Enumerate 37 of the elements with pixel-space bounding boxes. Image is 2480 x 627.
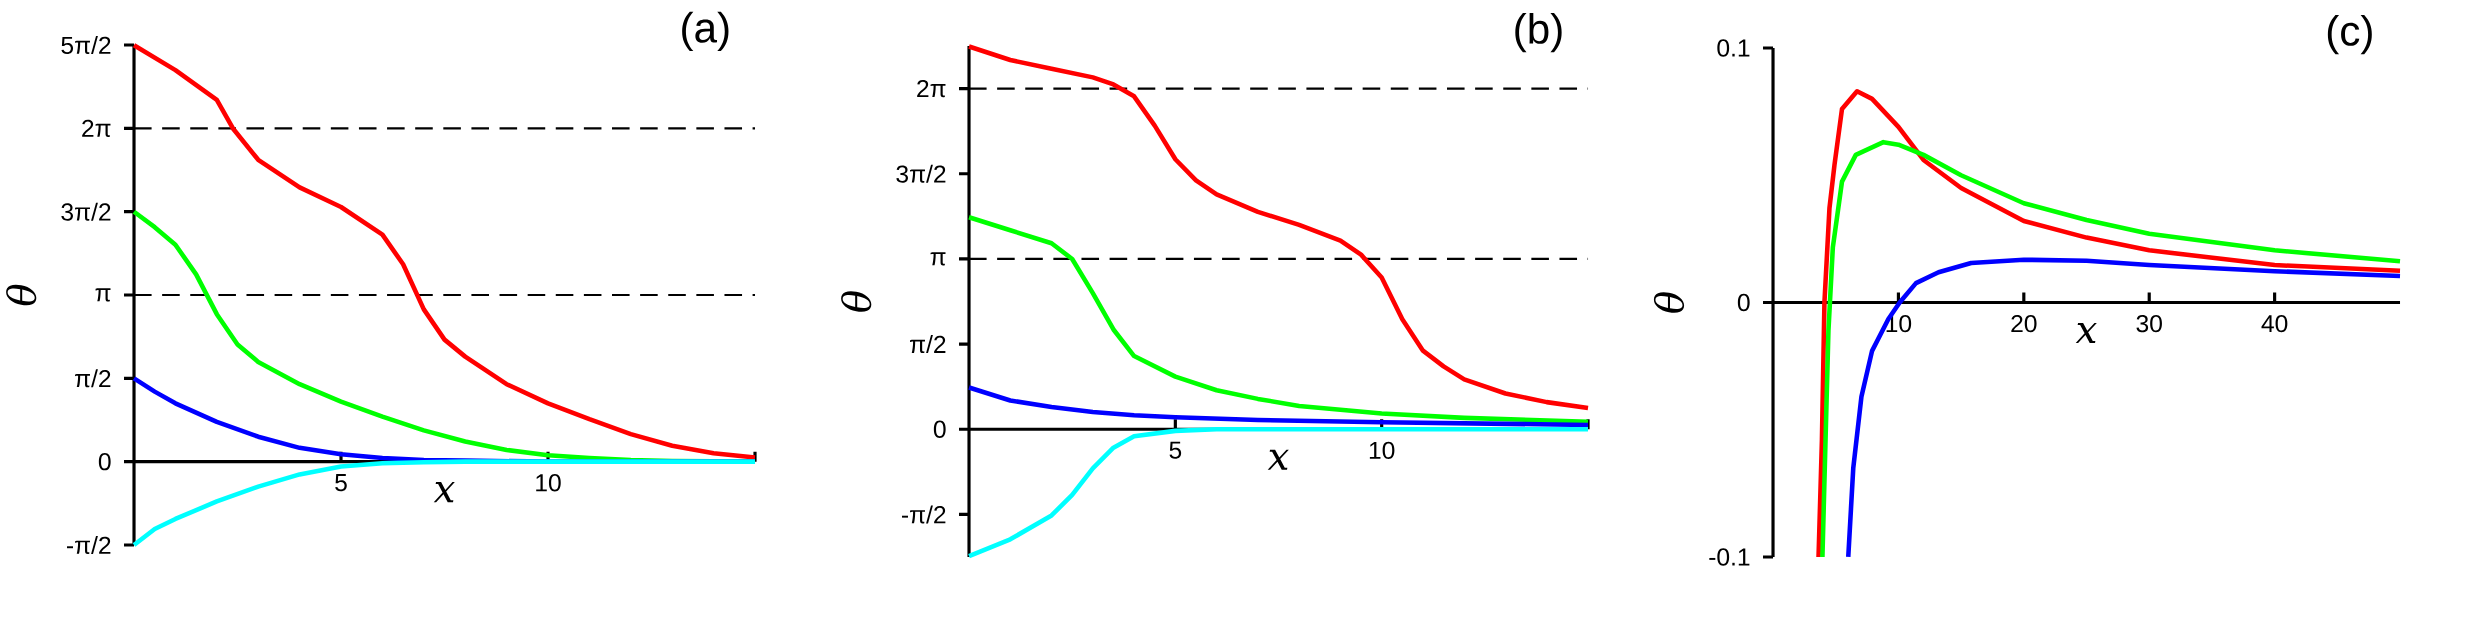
x-tick-label: 20 xyxy=(2011,314,2037,333)
x-axis-title: x xyxy=(433,482,455,503)
y-axis-title: θ xyxy=(841,291,872,312)
chart-title: (b) xyxy=(1515,12,1562,53)
y-tick-label: π/2 xyxy=(910,335,946,354)
y-tick-label: -π/2 xyxy=(67,535,111,554)
line-series xyxy=(966,214,1591,424)
y-tick-label: 0 xyxy=(933,420,946,438)
y-tick-label: π/2 xyxy=(75,369,111,388)
y-tick-label: 0 xyxy=(1737,293,1750,312)
line-series xyxy=(1845,257,2403,560)
y-tick-label: 3π/2 xyxy=(61,202,111,221)
y-tick-label: 2π xyxy=(82,119,111,138)
line-series xyxy=(966,426,1591,559)
x-tick-label: 5 xyxy=(1169,441,1182,459)
line-series xyxy=(966,385,1591,428)
x-axis-title: x xyxy=(2075,322,2097,343)
x-tick-label: 5 xyxy=(335,474,347,492)
y-tick-label: 2π xyxy=(917,79,946,98)
y-tick-label: 0 xyxy=(98,452,111,471)
y-axis-title: θ xyxy=(1653,292,1685,313)
x-tick-label: 10 xyxy=(536,474,561,492)
x-axis-title: x xyxy=(1267,449,1289,470)
chart-title: (a) xyxy=(682,11,729,52)
x-tick-label: 10 xyxy=(1369,441,1395,460)
y-axis-title: θ xyxy=(6,284,37,306)
y-tick-label: 3π/2 xyxy=(896,164,946,183)
y-tick-label: 0.1 xyxy=(1717,39,1750,57)
x-tick-label: 40 xyxy=(2261,314,2288,333)
y-tick-label: π xyxy=(930,252,946,266)
y-tick-label: 5π/2 xyxy=(61,35,111,55)
chart-title: (c) xyxy=(2327,14,2372,55)
x-tick-label: 30 xyxy=(2136,314,2162,333)
line-series xyxy=(131,459,758,548)
y-tick-label: π xyxy=(95,288,111,302)
y-tick-label: -π/2 xyxy=(902,505,946,524)
y-tick-label: -0.1 xyxy=(1709,548,1750,566)
